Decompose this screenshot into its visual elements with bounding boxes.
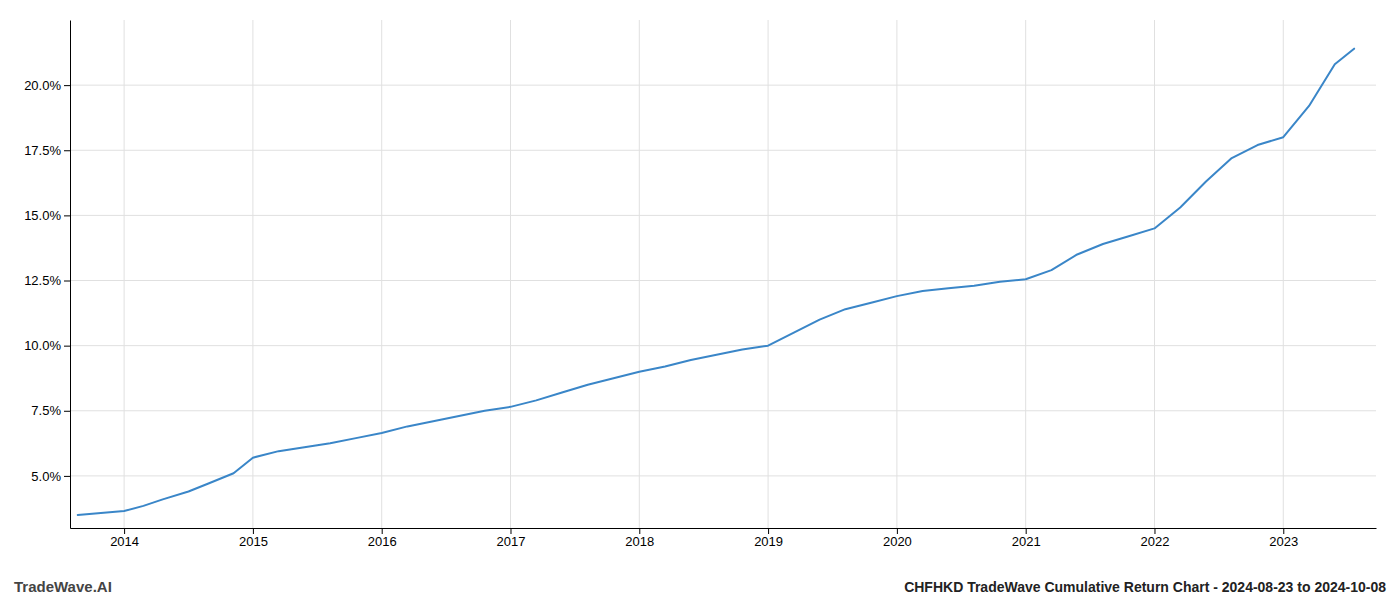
tick-label: 7.5% bbox=[31, 403, 61, 418]
marks bbox=[78, 49, 1354, 515]
tick-label: 12.5% bbox=[24, 273, 61, 288]
grid-line bbox=[70, 410, 1376, 411]
tick-mark bbox=[64, 346, 70, 347]
tick-label: 10.0% bbox=[24, 338, 61, 353]
grid-line bbox=[70, 85, 1376, 86]
line bbox=[78, 49, 1354, 515]
axis-line bbox=[70, 21, 71, 529]
tick-mark bbox=[64, 281, 70, 282]
tick-label: 20.0% bbox=[24, 78, 61, 93]
tick-mark bbox=[1283, 528, 1284, 534]
plot-area: 2014 2015 2016 2017 2018 2019 2020 2021 2022 2023… bbox=[24, 20, 1376, 549]
tick-label: 2019 bbox=[754, 534, 783, 549]
grid-line bbox=[70, 345, 1376, 346]
grid-line bbox=[70, 475, 1376, 476]
tick-label: 2023 bbox=[1269, 534, 1298, 549]
tick-mark bbox=[64, 411, 70, 412]
grid-line bbox=[639, 20, 640, 528]
tick: 7.5% bbox=[31, 403, 70, 418]
grid-line bbox=[70, 150, 1376, 151]
grid-line bbox=[768, 20, 769, 528]
grid-line bbox=[252, 20, 253, 528]
tick-label: 2014 bbox=[110, 534, 139, 549]
tick-label: 15.0% bbox=[24, 208, 61, 223]
tick-mark bbox=[382, 528, 383, 534]
grid-line bbox=[124, 20, 125, 528]
grid bbox=[70, 20, 1376, 528]
tick-mark bbox=[897, 528, 898, 534]
tick: 2014 bbox=[110, 528, 139, 549]
y-axis: 5.0% 7.5% 10.0% 12.5% 15.0% 17.5% 20.0% bbox=[24, 21, 70, 529]
x-axis: 2014 2015 2016 2017 2018 2019 2020 2021 2022 2023 bbox=[71, 528, 1377, 549]
grid-line bbox=[510, 20, 511, 528]
tick-label: 2018 bbox=[625, 534, 654, 549]
grid-line bbox=[1154, 20, 1155, 528]
grid-line bbox=[1283, 20, 1284, 528]
axis-line bbox=[71, 528, 1377, 529]
tick-mark bbox=[253, 528, 254, 534]
tick: 2021 bbox=[1012, 528, 1041, 549]
watermark: TradeWave.AI bbox=[14, 578, 112, 595]
tick: 17.5% bbox=[24, 143, 70, 158]
grid-line bbox=[896, 20, 897, 528]
tick: 2016 bbox=[368, 528, 397, 549]
tick-mark bbox=[64, 476, 70, 477]
tick-mark bbox=[1154, 528, 1155, 534]
tick: 2022 bbox=[1141, 528, 1170, 549]
tick-mark bbox=[639, 528, 640, 534]
tick-mark bbox=[64, 85, 70, 86]
tick: 12.5% bbox=[24, 273, 70, 288]
tick-mark bbox=[124, 528, 125, 534]
tick: 10.0% bbox=[24, 338, 70, 353]
tick: 2020 bbox=[883, 528, 912, 549]
tick-mark bbox=[64, 150, 70, 151]
tick-label: 17.5% bbox=[24, 143, 61, 158]
tick-mark bbox=[1026, 528, 1027, 534]
tick-mark bbox=[768, 528, 769, 534]
tick-label: 2015 bbox=[239, 534, 268, 549]
tick-label: 2020 bbox=[883, 534, 912, 549]
tick: 2018 bbox=[625, 528, 654, 549]
tick: 20.0% bbox=[24, 78, 70, 93]
tick: 2019 bbox=[754, 528, 783, 549]
tick-mark bbox=[64, 215, 70, 216]
chart: 2014 2015 2016 2017 2018 2019 2020 2021 2022 2023… bbox=[0, 0, 1400, 600]
tick: 2015 bbox=[239, 528, 268, 549]
tick: 5.0% bbox=[31, 469, 70, 484]
grid-line bbox=[381, 20, 382, 528]
tick: 2023 bbox=[1269, 528, 1298, 549]
grid-line bbox=[70, 280, 1376, 281]
tick: 15.0% bbox=[24, 208, 70, 223]
tick-label: 2016 bbox=[368, 534, 397, 549]
grid-line bbox=[1025, 20, 1026, 528]
tick-label: 2022 bbox=[1141, 534, 1170, 549]
tick-mark bbox=[510, 528, 511, 534]
tick-label: 2021 bbox=[1012, 534, 1041, 549]
grid-line bbox=[70, 215, 1376, 216]
title: CHFHKD TradeWave Cumulative Return Chart… bbox=[904, 579, 1386, 595]
tick: 2017 bbox=[497, 528, 526, 549]
tick-label: 2017 bbox=[497, 534, 526, 549]
tick-label: 5.0% bbox=[31, 469, 61, 484]
